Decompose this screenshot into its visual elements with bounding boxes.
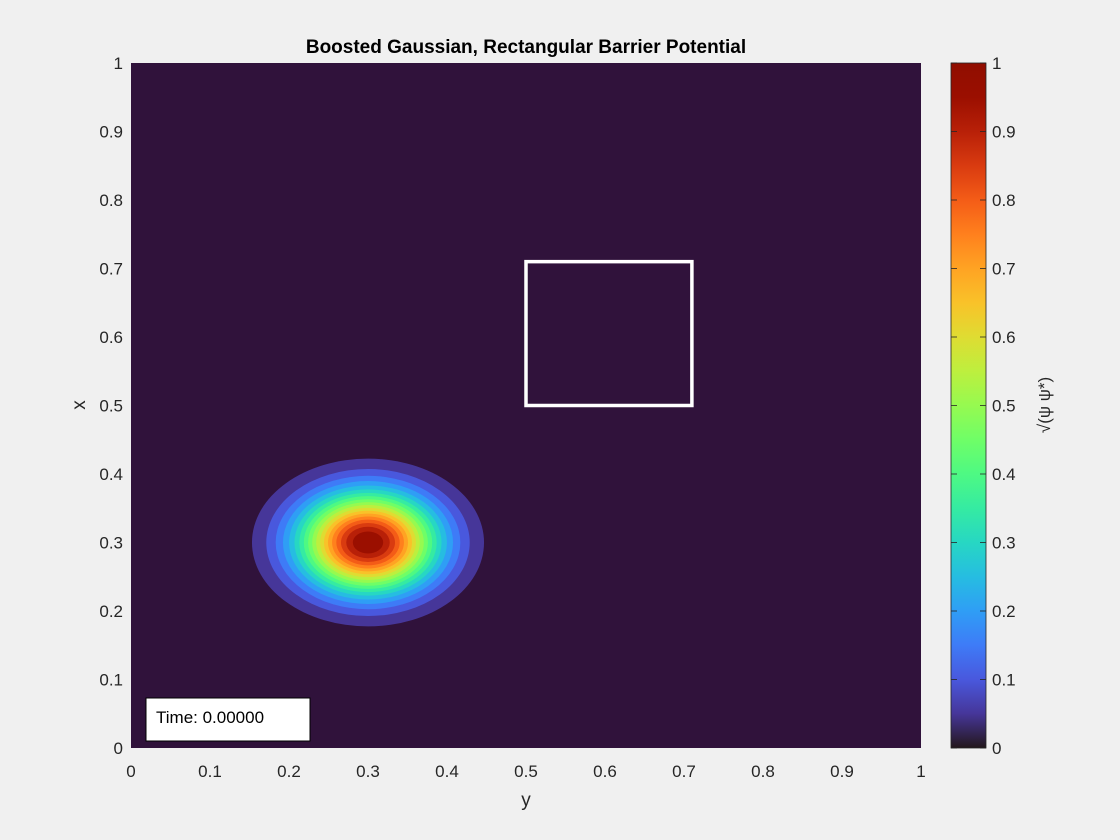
y-tick-label: 0.2 [99, 602, 123, 621]
y-tick-label: 0.1 [99, 671, 123, 690]
y-axis-label: x [69, 400, 90, 410]
colorbar-tick-label: 0.8 [992, 191, 1016, 210]
x-tick-label: 0.3 [356, 762, 380, 781]
x-tick-label: 0.4 [435, 762, 459, 781]
colorbar-tick-label: 0.7 [992, 260, 1016, 279]
x-tick-label: 0.7 [672, 762, 696, 781]
y-tick-label: 0.3 [99, 534, 123, 553]
time-annotation-text: Time: 0.00000 [156, 708, 264, 727]
barrier-rectangle [524, 259, 694, 408]
y-tick-label: 0.6 [99, 328, 123, 347]
x-tick-label: 0.8 [751, 762, 775, 781]
colorbar-ticks: 0 0.1 0.2 0.3 0.4 0.5 0.6 0.7 0.8 0.9 1 [951, 54, 1016, 758]
colorbar-tick-label: 0.6 [992, 328, 1016, 347]
y-tick-label: 0.5 [99, 397, 123, 416]
x-tick-label: 0.1 [198, 762, 222, 781]
y-axis: 0 0.1 0.2 0.3 0.4 0.5 0.6 0.7 0.8 0.9 1 [99, 54, 123, 758]
y-tick-label: 1 [114, 54, 123, 73]
chart-title: Boosted Gaussian, Rectangular Barrier Po… [306, 37, 746, 58]
colorbar-tick-label: 0.5 [992, 397, 1016, 416]
x-tick-label: 0.5 [514, 762, 538, 781]
y-tick-label: 0 [114, 739, 123, 758]
colorbar: 0 0.1 0.2 0.3 0.4 0.5 0.6 0.7 0.8 0.9 1 √(ψ ψ*) [950, 54, 1054, 758]
colorbar-tick-label: 0.2 [992, 602, 1016, 621]
time-annotation: Time: 0.00000 [145, 697, 311, 742]
contour-level [352, 531, 384, 554]
plot-area [131, 63, 921, 748]
density-contours [251, 458, 485, 627]
y-tick-label: 0.4 [99, 465, 123, 484]
x-axis-label: y [521, 790, 531, 811]
y-tick-label: 0.8 [99, 191, 123, 210]
time-annotation-box [145, 697, 311, 742]
x-tick-label: 1 [916, 762, 925, 781]
x-tick-label: 0.2 [277, 762, 301, 781]
x-tick-label: 0.6 [593, 762, 617, 781]
x-axis: 0 0.1 0.2 0.3 0.4 0.5 0.6 0.7 0.8 0.9 1 [126, 762, 925, 781]
colorbar-tick-label: 0 [992, 739, 1001, 758]
y-tick-label: 0.9 [99, 123, 123, 142]
colorbar-tick-label: 0.1 [992, 671, 1016, 690]
y-tick-label: 0.7 [99, 260, 123, 279]
colorbar-label: √(ψ ψ*) [1035, 377, 1054, 433]
colorbar-tick-label: 0.9 [992, 123, 1016, 142]
colorbar-tick-label: 0.4 [992, 465, 1016, 484]
x-tick-label: 0 [126, 762, 135, 781]
colorbar-tick-label: 0.3 [992, 534, 1016, 553]
colorbar-tick-label: 1 [992, 54, 1001, 73]
x-tick-label: 0.9 [830, 762, 854, 781]
